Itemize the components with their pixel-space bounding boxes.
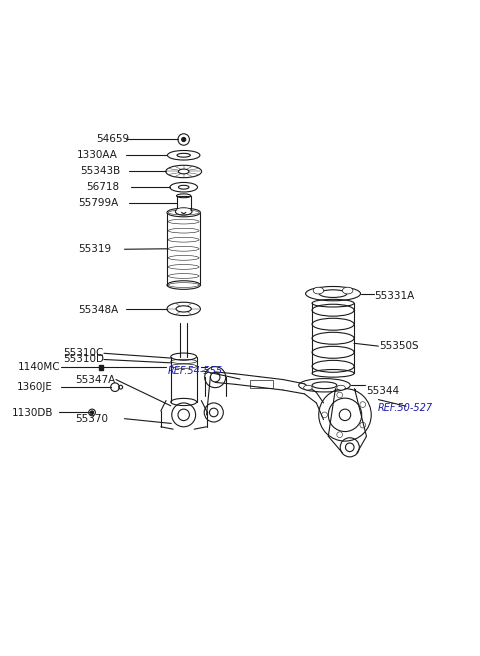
Text: 55347A: 55347A <box>75 375 116 384</box>
Text: 55310D: 55310D <box>63 354 105 365</box>
Text: 55319: 55319 <box>78 244 111 255</box>
Text: 54659: 54659 <box>96 134 129 144</box>
Text: 1130DB: 1130DB <box>12 408 53 418</box>
Bar <box>250 380 274 388</box>
Text: 55348A: 55348A <box>78 305 118 315</box>
Ellipse shape <box>313 287 324 294</box>
Text: 55350S: 55350S <box>379 341 419 351</box>
Ellipse shape <box>177 208 191 212</box>
Bar <box>177 195 191 210</box>
Text: 55343B: 55343B <box>80 167 120 176</box>
Circle shape <box>91 411 94 414</box>
Bar <box>99 365 103 369</box>
Text: 55331A: 55331A <box>374 291 415 300</box>
Text: 1140MC: 1140MC <box>18 362 60 372</box>
Text: REF.54-555: REF.54-555 <box>168 366 223 376</box>
Text: 1330AA: 1330AA <box>77 150 118 160</box>
Text: 1360JE: 1360JE <box>17 382 53 392</box>
Ellipse shape <box>336 385 345 390</box>
Text: 55344: 55344 <box>366 386 399 396</box>
Text: 55310C: 55310C <box>63 348 104 358</box>
Ellipse shape <box>304 385 312 390</box>
Text: 55370: 55370 <box>75 414 108 424</box>
Circle shape <box>182 138 186 142</box>
Text: 55799A: 55799A <box>78 198 118 208</box>
Text: 56718: 56718 <box>86 182 120 192</box>
Ellipse shape <box>342 287 353 294</box>
Text: REF.50-527: REF.50-527 <box>377 403 432 413</box>
